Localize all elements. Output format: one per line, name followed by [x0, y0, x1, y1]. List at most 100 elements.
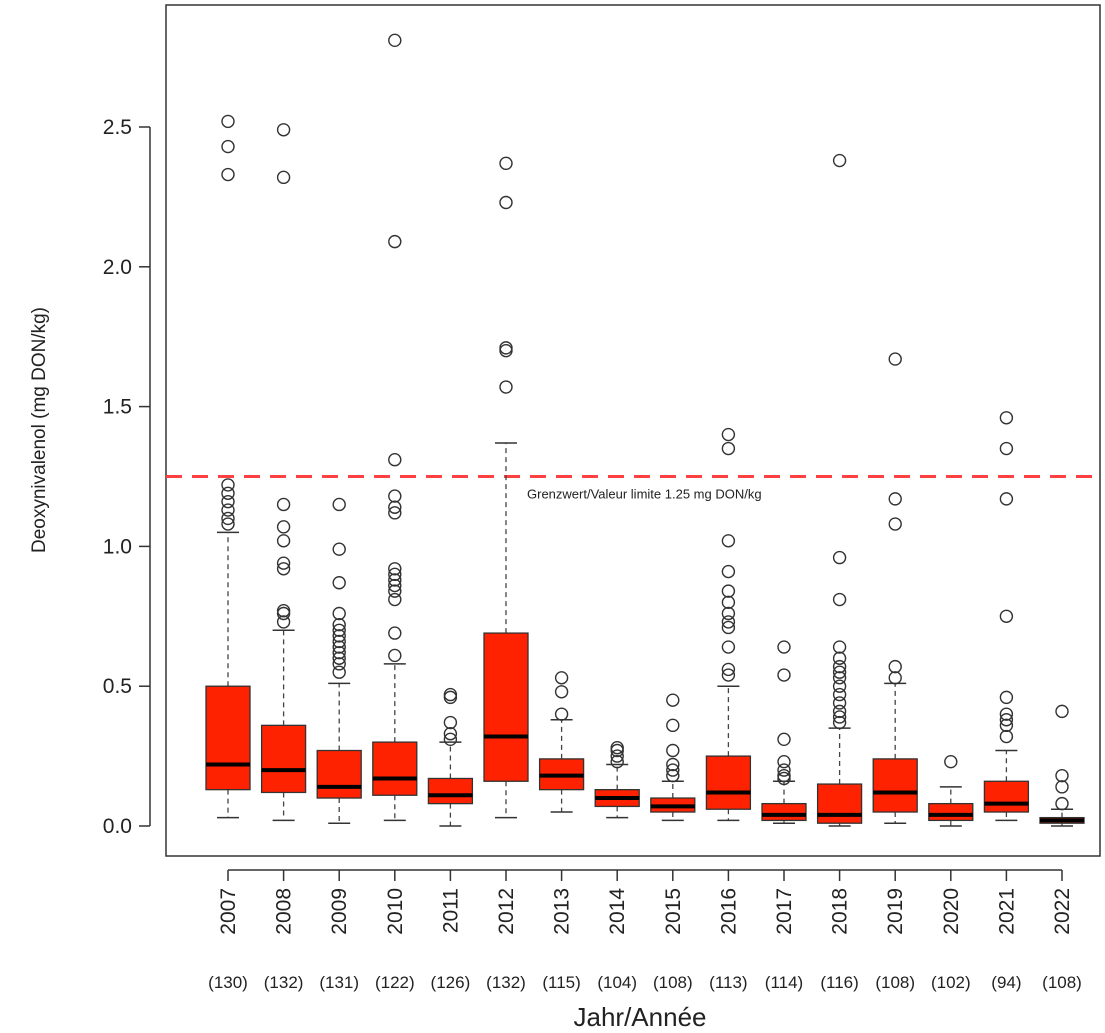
x-tick-label-year: 2020 — [940, 888, 963, 935]
outlier-point — [1055, 768, 1069, 783]
sample-count-label: (108) — [653, 973, 693, 992]
outlier-point — [721, 615, 736, 629]
outlier-point — [276, 606, 291, 621]
outlier-point — [666, 693, 680, 707]
box-2021 — [983, 411, 1030, 822]
x-tick-label-year: 2021 — [995, 888, 1018, 935]
outlier-point — [276, 534, 291, 548]
x-axis: 2007 (130) 2008 (132) 2009 (131) 2010 (122) 2011… — [208, 869, 1082, 992]
sample-count-label: (131) — [319, 973, 359, 992]
outlier-point — [721, 584, 736, 598]
outlier-point — [499, 195, 513, 210]
x-tick-label-year: 2007 — [217, 888, 240, 935]
box-iqr — [260, 724, 307, 794]
sample-count-label: (108) — [875, 973, 915, 992]
outlier-point — [388, 506, 402, 520]
outlier-point — [276, 170, 291, 185]
outlier-point — [666, 763, 680, 777]
x-tick-label-year: 2015 — [662, 888, 685, 935]
sample-count-label: (102) — [931, 973, 971, 992]
outlier-point — [832, 704, 847, 719]
outlier-point — [332, 651, 346, 665]
outlier-point — [221, 114, 235, 129]
outlier-point — [721, 668, 736, 682]
outlier-point — [999, 609, 1014, 623]
outlier-point — [721, 427, 736, 442]
x-axis-title: Jahr/Année — [574, 1002, 707, 1032]
x-tick-label-year: 2016 — [717, 888, 740, 935]
outlier-point — [832, 679, 847, 693]
outlier-point — [221, 511, 235, 526]
box-2020 — [928, 754, 974, 827]
box-2007 — [205, 114, 251, 819]
outlier-point — [721, 606, 736, 621]
y-tick-label: 1.0 — [103, 535, 132, 558]
box-2022 — [1039, 704, 1085, 827]
outlier-point — [443, 690, 458, 705]
outlier-point — [332, 640, 346, 654]
outlier-point — [721, 534, 736, 548]
outlier-point — [888, 352, 902, 366]
outlier-point — [832, 687, 847, 702]
outlier-point — [999, 713, 1014, 727]
outlier-point — [388, 562, 402, 576]
sample-count-label: (132) — [486, 973, 526, 992]
reference-line-label: Grenzwert/Valeur limite 1.25 mg DON/kg — [527, 487, 762, 502]
outlier-point — [666, 768, 680, 783]
x-tick-label-year: 2011 — [439, 888, 462, 933]
outlier-point — [832, 592, 847, 607]
y-tick-label: 1.5 — [103, 396, 132, 419]
outlier-point — [388, 584, 402, 598]
box-iqr — [816, 783, 863, 824]
outlier-point — [777, 732, 791, 747]
box-iqr — [705, 755, 752, 810]
box-iqr — [372, 741, 418, 796]
outlier-point — [221, 486, 235, 500]
outlier-point — [332, 542, 346, 556]
outlier-point — [832, 671, 847, 685]
outlier-point — [221, 494, 235, 509]
outlier-point — [221, 167, 235, 182]
outlier-point — [832, 715, 847, 730]
outlier-point — [832, 640, 847, 654]
outlier-point — [221, 139, 235, 154]
outlier-point — [388, 592, 402, 607]
box-2017 — [761, 640, 807, 824]
y-tick-label: 0.0 — [103, 815, 132, 838]
outlier-point — [610, 754, 624, 769]
outlier-point — [221, 517, 235, 531]
outlier-point — [832, 550, 847, 565]
outlier-point — [832, 153, 847, 168]
box-iqr — [872, 758, 918, 813]
outlier-point — [332, 645, 346, 660]
x-tick-label-year: 2010 — [384, 888, 407, 935]
sample-count-label: (115) — [542, 973, 580, 992]
box-2008 — [260, 123, 307, 822]
plot-frame — [165, 4, 1101, 857]
box-2014 — [594, 741, 640, 819]
outlier-point — [666, 757, 680, 772]
outlier-point — [1055, 704, 1069, 719]
outlier-point — [332, 665, 346, 679]
outlier-point — [777, 668, 791, 682]
outlier-point — [443, 687, 458, 702]
outlier-point — [777, 763, 791, 777]
outlier-point — [499, 380, 513, 394]
outlier-point — [443, 727, 458, 741]
outlier-point — [888, 659, 902, 674]
sample-count-label: (114) — [765, 973, 803, 992]
box-2009 — [316, 497, 362, 824]
outlier-point — [332, 617, 346, 632]
x-tick-label-year: 2012 — [495, 888, 518, 935]
x-tick-label-year: 2008 — [273, 888, 296, 935]
reference-line-group: Grenzwert/Valeur limite 1.25 mg DON/kg — [166, 475, 1100, 502]
boxes — [205, 33, 1085, 827]
y-axis: 0.0 0.5 1.0 1.5 2.0 2.5 — [103, 116, 151, 838]
outlier-point — [388, 578, 402, 593]
outlier-point — [999, 411, 1014, 425]
outlier-point — [332, 576, 346, 590]
outlier-point — [388, 453, 402, 467]
outlier-point — [888, 492, 902, 506]
box-2011 — [427, 687, 474, 827]
outlier-point — [888, 517, 902, 531]
